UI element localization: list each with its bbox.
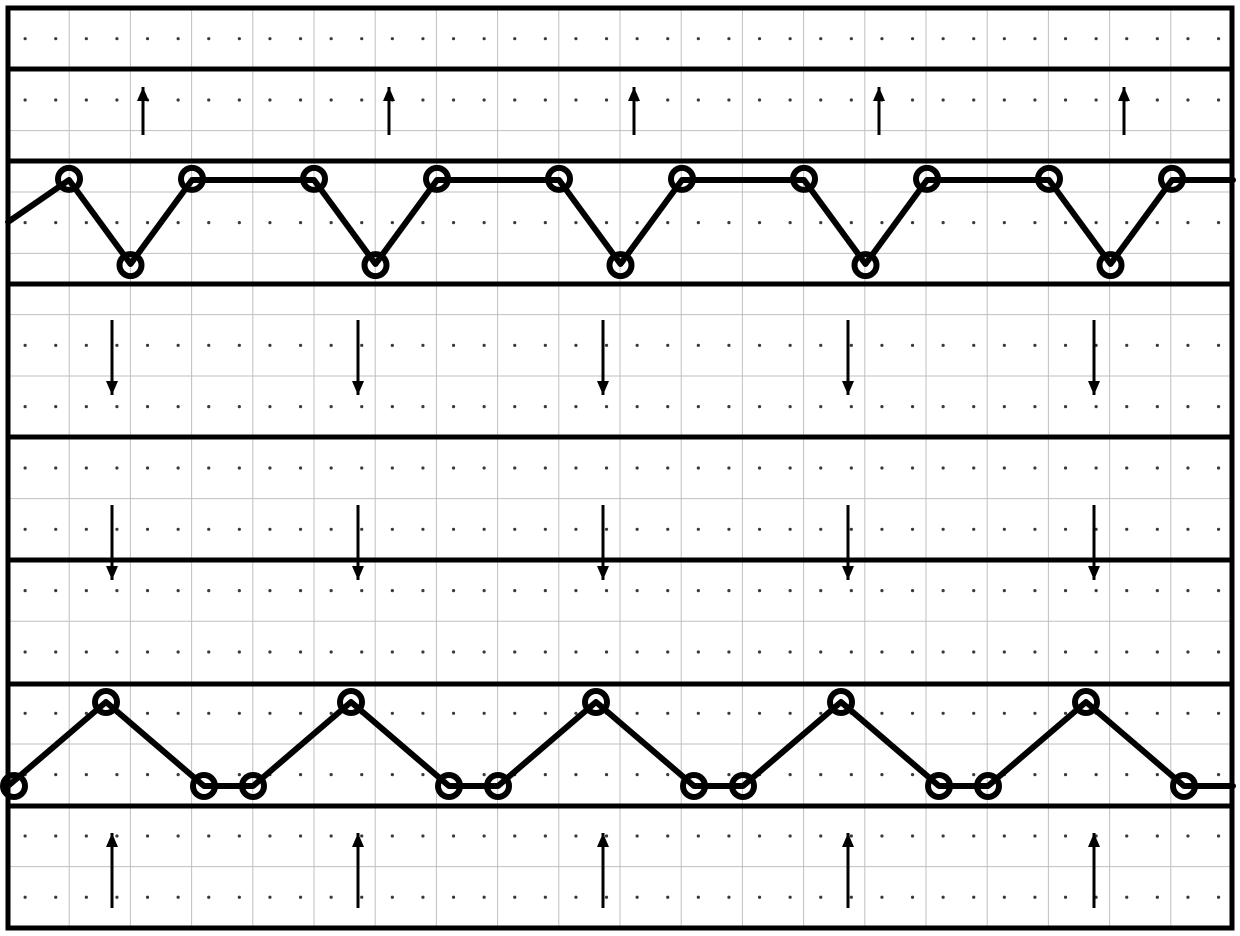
dot-pattern: [24, 37, 1221, 899]
diagram-canvas: [0, 0, 1240, 936]
